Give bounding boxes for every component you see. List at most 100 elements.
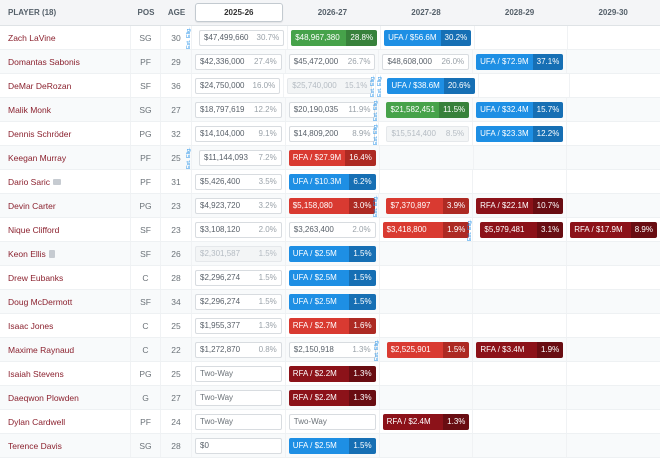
salary-value: $7,370,897 [386,197,443,214]
salary-chip: $2,301,587 1.5% [195,245,282,262]
salary-value: $1,955,377 [200,321,241,330]
cap-percent: 26.7% [347,57,371,66]
player-link[interactable]: Keon Ellis [8,248,46,259]
player-link[interactable]: Nique Clifford [8,224,60,235]
player-cell: Zach LaVine [0,26,131,49]
salary-value: UFA / $2.5M [288,437,350,454]
salary-value: RFA / $3.4M [476,341,537,358]
salary-chip: $14,809,200 8.9% [288,125,376,142]
player-cell: Doug McDermott [0,290,131,313]
player-cell: Maxime Raynaud [0,338,131,361]
player-cell: Domantas Sabonis [0,50,131,73]
season-cell: $14,104,000 9.1% [192,122,286,145]
table-row: Domantas Sabonis PF 29 $42,336,000 27.4% $45,… [0,50,660,74]
player-link[interactable]: Domantas Sabonis [8,56,80,67]
player-link[interactable]: Dylan Cardwell [8,416,66,427]
season-cell: UFA / $32.4M 15.7% [473,98,568,121]
salary-chip: $2,150,918 1.3% [288,341,376,358]
table-row: Devin Carter PG 23 $4,923,720 3.2% $5,158,080… [0,194,660,218]
season-cell: Two-Way [192,362,286,385]
salary-value: Two-Way [200,417,234,426]
player-link[interactable]: Zach LaVine [8,32,56,43]
cap-percent: 1.5% [258,273,277,282]
player-position: PF [131,146,161,169]
player-cell: Dennis Schröder [0,122,131,145]
player-link[interactable]: Keegan Murray [8,152,67,163]
season-cell [473,170,568,193]
season-cell [567,146,660,169]
salary-value: $20,190,035 [293,105,339,114]
player-age: 23 [161,194,192,217]
player-link[interactable]: Doug McDermott [8,296,73,307]
salary-chip: $48,608,000 26.0% [382,53,470,70]
player-link[interactable]: Drew Eubanks [8,272,64,283]
salary-value: Two-Way [200,393,234,402]
player-cell: Keegan Murray [0,146,131,169]
season-cell: $48,967,380 28.8% [288,26,382,49]
salary-chip: $48,967,380 28.8% [291,29,378,46]
season-cell [567,98,660,121]
cap-percent: 1.3% [349,389,376,406]
document-icon [48,249,55,258]
table-row: Dylan Cardwell PF 24 Two-Way Two-Way RFA / $2… [0,410,660,434]
salary-value: $2,150,918 [293,345,334,354]
salary-chip: $1,272,870 0.8% [195,341,282,358]
player-link[interactable]: Dennis Schröder [8,128,72,139]
salary-value: $25,740,000 [292,81,337,90]
cap-percent: 3.5% [258,177,277,186]
extension-eligible-label: Ext. Elig. [373,195,380,217]
player-age: 22 [161,338,192,361]
cap-percent: 1.5% [349,269,376,286]
salary-chip: $3,108,120 2.0% [195,221,282,238]
cap-percent: 9.1% [258,129,277,138]
player-position: SF [131,218,161,241]
player-link[interactable]: Devin Carter [8,200,56,211]
column-header-season-2029-30: 2029-30 [598,8,628,17]
cap-percent: 16.4% [345,149,376,166]
table-row: Malik Monk SG 27 $18,797,619 12.2% $20,190,03… [0,98,660,122]
player-link[interactable]: Daeqwon Plowden [8,392,79,403]
player-link[interactable]: Dario Saric [8,176,51,187]
player-cell: Devin Carter [0,194,131,217]
season-cell [567,122,660,145]
salary-value: $21,582,451 [386,101,440,118]
season-cell [567,386,660,409]
player-link[interactable]: Maxime Raynaud [8,344,75,355]
salary-value: $45,472,000 [293,57,339,66]
season-cell [380,434,474,457]
salary-value: RFA / $2.2M [288,389,350,406]
salary-chip: $21,582,451 11.5% [386,101,470,118]
season-cell [473,242,568,265]
player-position: PG [131,194,161,217]
player-link[interactable]: Isaac Jones [8,320,54,331]
salary-chip: UFA / $2.5M 1.5% [288,437,376,454]
season-cell [474,146,568,169]
season-cell: $1,955,377 1.3% [192,314,286,337]
player-link[interactable]: Terence Davis [8,440,62,451]
cap-percent: 8.9% [352,129,371,138]
season-cell: $14,809,200 8.9% [286,122,380,145]
season-cell [473,314,568,337]
column-header-season-2026-27: 2026-27 [317,8,348,17]
table-row: Keegan Murray PF 25 Ext. Elig. $11,144,093 7.… [0,146,660,170]
salary-value: $1,272,870 [200,345,241,354]
player-link[interactable]: Malik Monk [8,104,51,115]
season-cell: Ext. Elig. Ext. Elig. UFA / $38.6M 20.6% [370,74,479,97]
season-cell [567,410,660,433]
season-cell [380,362,474,385]
cap-percent: 1.5% [349,245,376,262]
season-cell: UFA / $2.5M 1.5% [286,266,380,289]
cap-percent: 1.9% [443,221,470,238]
season-cell [567,338,660,361]
salary-value: $2,525,901 [386,341,444,358]
cap-percent: 1.3% [443,413,470,430]
cap-percent: 6.2% [349,173,376,190]
salary-value: UFA / $10.3M [288,173,350,190]
player-link[interactable]: DeMar DeRozan [8,80,72,91]
season-cell: RFA / $27.9M 16.4% [286,146,380,169]
player-link[interactable]: Isaiah Stevens [8,368,64,379]
season-selector-box[interactable]: 2025-26 [194,3,283,22]
season-cell [380,266,474,289]
salary-chip: $14,104,000 9.1% [195,125,282,142]
extension-eligible-label: Ext. Elig. [186,27,192,49]
